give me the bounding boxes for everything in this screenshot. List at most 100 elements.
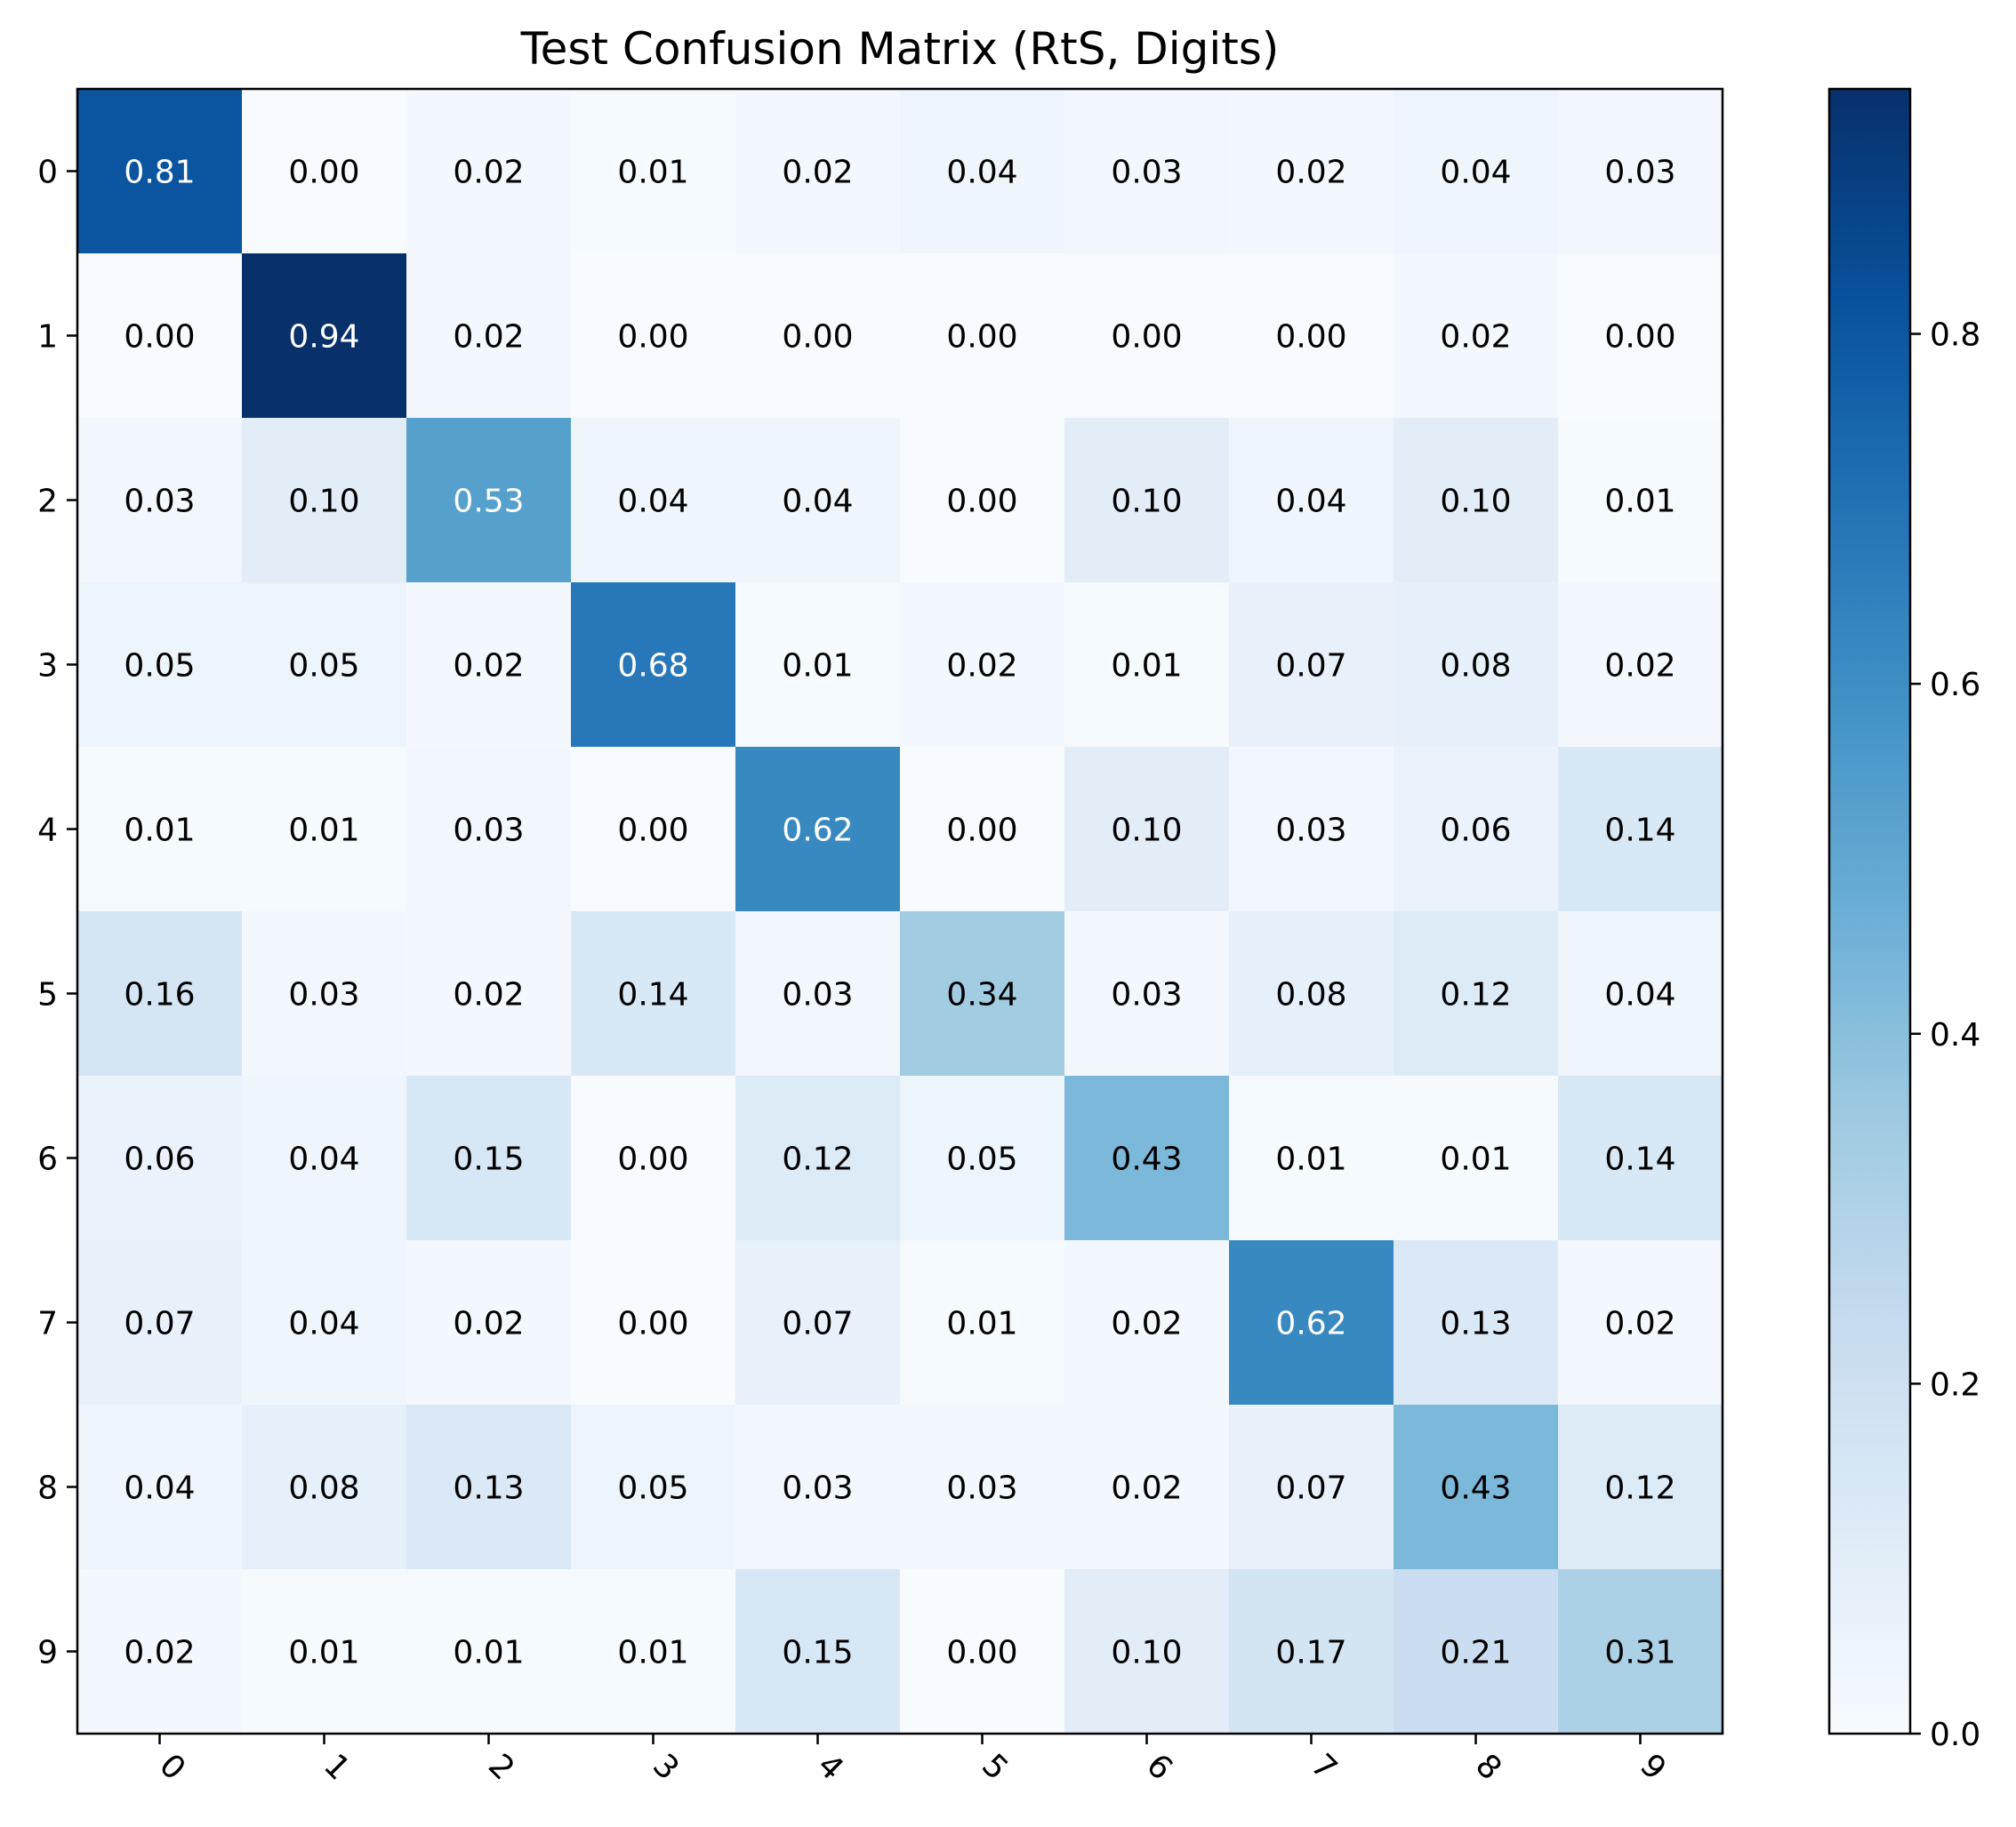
heatmap-cell (735, 1076, 901, 1241)
heatmap-cell (1394, 911, 1559, 1077)
cell-value-label: 0.04 (617, 484, 688, 520)
x-tick-label: 8 (1468, 1747, 1508, 1787)
y-axis: 0 1 2 3 4 5 6 7 8 9 (37, 155, 77, 1671)
colorbar-tick-label: 0.4 (1930, 1017, 1980, 1054)
heatmap-cell (1558, 582, 1723, 748)
heatmap-cell (1064, 1405, 1230, 1570)
cell-value-label: 0.02 (124, 1635, 195, 1671)
heatmap-cell (77, 582, 243, 748)
heatmap-cell (1229, 1405, 1394, 1570)
cell-value-label: 0.02 (1111, 1470, 1182, 1507)
heatmap-cell (1229, 1240, 1394, 1406)
heatmap-cell (571, 582, 736, 748)
cell-value-label: 0.01 (1275, 1142, 1346, 1178)
colorbar-tick-label: 0.0 (1930, 1717, 1980, 1753)
heatmap-cell (900, 253, 1065, 419)
heatmap-cell (1229, 89, 1394, 254)
heatmap-cell (406, 418, 572, 583)
heatmap-cell (406, 582, 572, 748)
colorbar-tick-label: 0.8 (1930, 317, 1980, 354)
cell-value-label: 0.02 (1111, 1306, 1182, 1342)
cell-value-label: 0.10 (288, 484, 359, 520)
heatmap-cell (1394, 253, 1559, 419)
heatmap-cell (900, 1240, 1065, 1406)
heatmap-cell (406, 747, 572, 912)
cell-value-label: 0.00 (617, 1142, 688, 1178)
cell-value-label: 0.02 (946, 648, 1017, 685)
cell-value-label: 0.01 (453, 1635, 524, 1671)
cell-value-label: 0.04 (288, 1142, 359, 1178)
x-tick-label: 0 (152, 1747, 192, 1787)
heatmap-cell (406, 89, 572, 254)
heatmap-cell (77, 418, 243, 583)
heatmap-cell (406, 253, 572, 419)
heatmap-cell (77, 253, 243, 419)
x-tick-label: 6 (1139, 1747, 1179, 1787)
cell-value-label: 0.08 (1440, 648, 1511, 685)
heatmap-cells (77, 89, 1723, 1735)
heatmap-cell (900, 418, 1065, 583)
x-tick-label: 4 (810, 1747, 850, 1787)
heatmap-cell (1394, 1076, 1559, 1241)
cell-value-label: 0.12 (1440, 977, 1511, 1014)
cell-value-label: 0.05 (288, 648, 359, 685)
cell-value-label: 0.00 (617, 319, 688, 356)
cell-value-label: 0.02 (1440, 319, 1511, 356)
heatmap-cell (571, 89, 736, 254)
heatmap-cell (1394, 582, 1559, 748)
heatmap-cell (900, 582, 1065, 748)
heatmap-cell (735, 1405, 901, 1570)
heatmap-cell (900, 747, 1065, 912)
heatmap-cell (1558, 911, 1723, 1077)
heatmap-cell (1394, 1405, 1559, 1570)
x-tick-label: 7 (1304, 1747, 1344, 1787)
cell-value-label: 0.00 (617, 813, 688, 849)
y-tick-label: 4 (37, 813, 58, 849)
cell-value-label: 0.04 (1440, 155, 1511, 191)
cell-value-label: 0.10 (1111, 484, 1182, 520)
heatmap-cell (242, 253, 407, 419)
heatmap-cell (1394, 89, 1559, 254)
cell-value-label: 0.03 (453, 813, 524, 849)
cell-value-label: 0.05 (124, 648, 195, 685)
y-tick-label: 6 (37, 1142, 58, 1178)
heatmap-cell (1394, 418, 1559, 583)
cell-value-label: 0.43 (1111, 1142, 1182, 1178)
cell-value-label: 0.13 (453, 1470, 524, 1507)
heatmap-cell (1064, 418, 1230, 583)
cell-value-label: 0.10 (1111, 1635, 1182, 1671)
heatmap-cell (242, 747, 407, 912)
cell-value-label: 0.16 (124, 977, 195, 1014)
heatmap-cell (571, 747, 736, 912)
heatmap-cell (1558, 747, 1723, 912)
cell-value-label: 0.04 (124, 1470, 195, 1507)
cell-value-label: 0.21 (1440, 1635, 1511, 1671)
cell-value-label: 0.00 (946, 319, 1017, 356)
heatmap-cell (406, 1076, 572, 1241)
heatmap-cell (735, 253, 901, 419)
heatmap-cell (735, 418, 901, 583)
cell-value-label: 0.02 (453, 155, 524, 191)
cell-value-label: 0.03 (1275, 813, 1346, 849)
heatmap-cell (1064, 1569, 1230, 1735)
cell-value-label: 0.43 (1440, 1470, 1511, 1507)
cell-value-label: 0.12 (1604, 1470, 1675, 1507)
cell-value-label: 0.00 (782, 319, 853, 356)
cell-value-label: 0.02 (453, 648, 524, 685)
cell-value-label: 0.06 (1440, 813, 1511, 849)
heatmap-cell (77, 89, 243, 254)
heatmap-cell (406, 1240, 572, 1406)
cell-value-label: 0.03 (1111, 977, 1182, 1014)
heatmap-cell (242, 418, 407, 583)
cell-value-label: 0.14 (1604, 1142, 1675, 1178)
cell-value-label: 0.07 (124, 1306, 195, 1342)
heatmap-cell (571, 1569, 736, 1735)
cell-value-label: 0.01 (124, 813, 195, 849)
cell-value-label: 0.62 (782, 813, 853, 849)
heatmap-cell (406, 1569, 572, 1735)
cell-value-label: 0.00 (1604, 319, 1675, 356)
cell-value-label: 0.01 (288, 813, 359, 849)
heatmap-cell (1064, 582, 1230, 748)
colorbar-tick-label: 0.6 (1930, 667, 1980, 703)
heatmap-cell (1229, 747, 1394, 912)
